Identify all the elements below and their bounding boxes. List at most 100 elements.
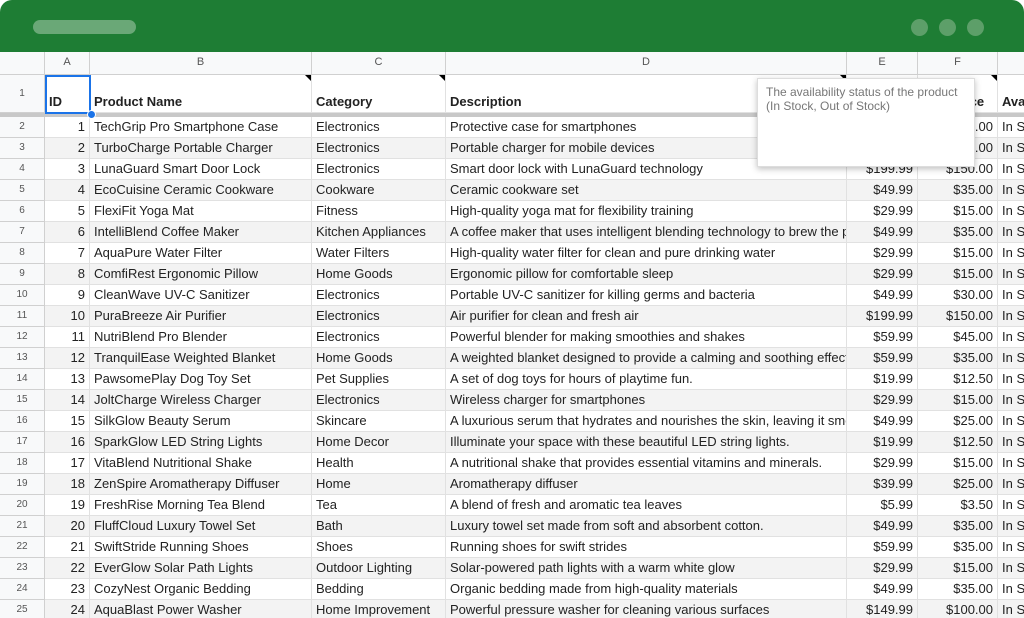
cell[interactable]: In Stock xyxy=(998,243,1024,264)
cell[interactable]: $15.00 xyxy=(918,201,998,222)
cell[interactable]: SilkGlow Beauty Serum xyxy=(90,411,312,432)
row-header[interactable]: 12 xyxy=(0,327,45,348)
cell[interactable]: EcoCuisine Ceramic Cookware xyxy=(90,180,312,201)
cell[interactable]: In Stock xyxy=(998,201,1024,222)
cell[interactable]: $59.99 xyxy=(847,348,918,369)
cell[interactable]: In Stock xyxy=(998,390,1024,411)
window-button[interactable] xyxy=(967,19,984,36)
cell[interactable]: 10 xyxy=(45,306,90,327)
cell[interactable]: Bedding xyxy=(312,579,446,600)
cell[interactable]: $149.99 xyxy=(847,600,918,618)
cell[interactable]: Air purifier for clean and fresh air xyxy=(446,306,847,327)
cell[interactable]: 13 xyxy=(45,369,90,390)
cell[interactable]: AquaBlast Power Washer xyxy=(90,600,312,618)
row-header[interactable]: 21 xyxy=(0,516,45,537)
cell[interactable]: ZenSpire Aromatherapy Diffuser xyxy=(90,474,312,495)
row-header[interactable]: 16 xyxy=(0,411,45,432)
cell[interactable]: $29.99 xyxy=(847,264,918,285)
cell[interactable]: Electronics xyxy=(312,117,446,138)
cell[interactable]: In Stock xyxy=(998,579,1024,600)
cell[interactable]: $12.50 xyxy=(918,369,998,390)
cell[interactable]: Home Improvement xyxy=(312,600,446,618)
cell[interactable]: 2 xyxy=(45,138,90,159)
cell[interactable]: Electronics xyxy=(312,285,446,306)
cell[interactable]: $29.99 xyxy=(847,558,918,579)
row-header[interactable]: 7 xyxy=(0,222,45,243)
cell[interactable]: A weighted blanket designed to provide a… xyxy=(446,348,847,369)
row-header[interactable]: 9 xyxy=(0,264,45,285)
cell[interactable]: $19.99 xyxy=(847,432,918,453)
cell[interactable]: $5.99 xyxy=(847,495,918,516)
column-header[interactable]: B xyxy=(90,52,312,75)
cell[interactable]: Cookware xyxy=(312,180,446,201)
cell[interactable]: $35.00 xyxy=(918,579,998,600)
cell[interactable]: Electronics xyxy=(312,306,446,327)
cell[interactable]: Smart door lock with LunaGuard technolog… xyxy=(446,159,847,180)
row-header[interactable]: 1 xyxy=(0,75,45,113)
cell[interactable]: JoltCharge Wireless Charger xyxy=(90,390,312,411)
row-header[interactable]: 10 xyxy=(0,285,45,306)
cell[interactable]: $19.99 xyxy=(847,369,918,390)
row-header[interactable]: 25 xyxy=(0,600,45,618)
cell[interactable]: In Stock xyxy=(998,411,1024,432)
cell[interactable]: In Stock xyxy=(998,327,1024,348)
cell[interactable]: 8 xyxy=(45,264,90,285)
row-header[interactable]: 19 xyxy=(0,474,45,495)
cell[interactable]: $30.00 xyxy=(918,285,998,306)
cell[interactable]: $15.00 xyxy=(918,243,998,264)
cell[interactable]: 15 xyxy=(45,411,90,432)
cell[interactable]: FluffCloud Luxury Towel Set xyxy=(90,516,312,537)
cell[interactable]: $199.99 xyxy=(847,306,918,327)
cell[interactable]: Electronics xyxy=(312,390,446,411)
cell[interactable]: IntelliBlend Coffee Maker xyxy=(90,222,312,243)
cell[interactable]: $15.00 xyxy=(918,453,998,474)
cell[interactable]: $59.99 xyxy=(847,537,918,558)
cell[interactable]: Kitchen Appliances xyxy=(312,222,446,243)
cell[interactable]: PawsomePlay Dog Toy Set xyxy=(90,369,312,390)
cell[interactable]: $39.99 xyxy=(847,474,918,495)
row-header[interactable]: 8 xyxy=(0,243,45,264)
cell[interactable]: Health xyxy=(312,453,446,474)
cell[interactable]: 24 xyxy=(45,600,90,618)
cell[interactable]: 7 xyxy=(45,243,90,264)
cell[interactable]: AquaPure Water Filter xyxy=(90,243,312,264)
cell[interactable]: 23 xyxy=(45,579,90,600)
window-button[interactable] xyxy=(939,19,956,36)
row-header[interactable]: 14 xyxy=(0,369,45,390)
cell[interactable]: Electronics xyxy=(312,327,446,348)
cell[interactable]: $49.99 xyxy=(847,180,918,201)
cell[interactable]: $29.99 xyxy=(847,453,918,474)
cell[interactable]: In Stock xyxy=(998,369,1024,390)
cell[interactable]: Outdoor Lighting xyxy=(312,558,446,579)
cell[interactable]: In Stock xyxy=(998,222,1024,243)
cell[interactable]: $15.00 xyxy=(918,264,998,285)
column-header[interactable]: F xyxy=(918,52,998,75)
cell[interactable]: 3 xyxy=(45,159,90,180)
cell[interactable]: Powerful blender for making smoothies an… xyxy=(446,327,847,348)
cell[interactable]: 21 xyxy=(45,537,90,558)
row-header[interactable]: 4 xyxy=(0,159,45,180)
cell[interactable]: In Stock xyxy=(998,474,1024,495)
cell[interactable]: $15.00 xyxy=(918,390,998,411)
cell[interactable]: In Stock xyxy=(998,600,1024,618)
cell[interactable]: $49.99 xyxy=(847,285,918,306)
row-header[interactable]: 5 xyxy=(0,180,45,201)
cell[interactable]: Bath xyxy=(312,516,446,537)
cell[interactable]: $45.00 xyxy=(918,327,998,348)
cell[interactable]: PuraBreeze Air Purifier xyxy=(90,306,312,327)
cell[interactable]: $3.50 xyxy=(918,495,998,516)
row-header[interactable]: 3 xyxy=(0,138,45,159)
cell[interactable]: Home xyxy=(312,474,446,495)
cell[interactable]: Wireless charger for smartphones xyxy=(446,390,847,411)
cell[interactable]: 14 xyxy=(45,390,90,411)
cell[interactable]: In Stock xyxy=(998,495,1024,516)
cell[interactable]: $49.99 xyxy=(847,222,918,243)
cell[interactable]: In Stock xyxy=(998,285,1024,306)
cell[interactable]: Aromatherapy diffuser xyxy=(446,474,847,495)
cell[interactable]: Portable charger for mobile devices xyxy=(446,138,847,159)
cell[interactable]: $35.00 xyxy=(918,537,998,558)
cell[interactable]: $150.00 xyxy=(918,306,998,327)
cell[interactable]: Electronics xyxy=(312,138,446,159)
column-header[interactable]: G xyxy=(998,52,1024,75)
cell[interactable]: $25.00 xyxy=(918,411,998,432)
